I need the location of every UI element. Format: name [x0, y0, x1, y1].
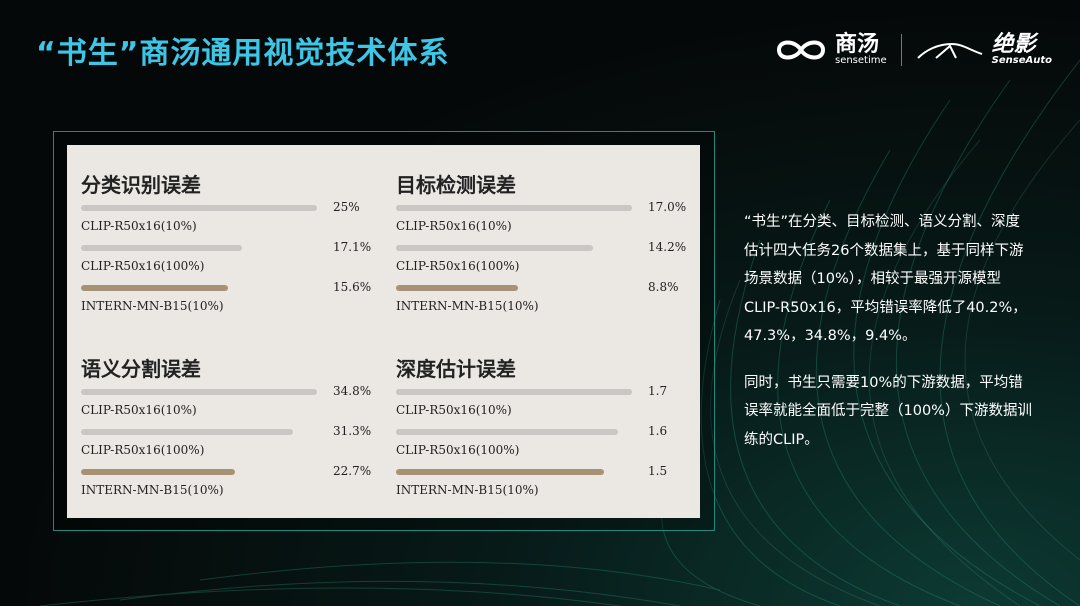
bar-category-label: INTERN-MN-B15(10%) — [81, 299, 224, 313]
bar-clip — [396, 205, 632, 211]
bar-category-label: CLIP-R50x16(10%) — [81, 403, 197, 417]
bar-value-label: 1.6 — [648, 424, 668, 438]
senseauto-logo-en: SenseAuto — [991, 55, 1052, 66]
bar-intern — [396, 285, 518, 291]
bar-value-label: 34.8% — [333, 384, 372, 398]
bar-value-label: 17.1% — [333, 240, 372, 254]
chart-title: 目标检测误差 — [396, 173, 516, 197]
sensetime-logo: 商汤 sensetime — [773, 34, 887, 66]
description-para-1: “书生”在分类、目标检测、语义分割、深度估计四大任务26个数据集上，基于同样下游… — [744, 214, 1027, 344]
bar-value-label: 14.2% — [648, 240, 687, 254]
bar-intern — [396, 469, 604, 475]
bar-clip — [81, 205, 317, 211]
bar-value-label: 25% — [333, 200, 360, 214]
description-para-2: 同时，书生只需要10%的下游数据，平均错误率就能全面低于完整（100%）下游数据… — [744, 374, 1032, 448]
bar-category-label: CLIP-R50x16(100%) — [396, 443, 520, 457]
logo-divider — [900, 34, 902, 66]
bar-category-label: CLIP-R50x16(10%) — [396, 403, 512, 417]
bar-clip — [396, 389, 632, 395]
bar-clip — [396, 429, 618, 435]
bar-value-label: 1.7 — [648, 384, 668, 398]
bar-clip — [81, 245, 242, 251]
bar-category-label: CLIP-R50x16(10%) — [396, 219, 512, 233]
bar-intern — [81, 469, 235, 475]
bar-value-label: 1.5 — [648, 464, 668, 478]
bar-category-label: CLIP-R50x16(100%) — [396, 259, 520, 273]
chart-title: 深度估计误差 — [396, 357, 516, 381]
bar-intern — [81, 285, 228, 291]
chart-panel: 分类识别误差 25% CLIP-R50x16(10%) 17.1% CLIP-R50x1… — [67, 145, 700, 518]
bar-clip — [396, 245, 593, 251]
bar-clip — [81, 429, 293, 435]
sensetime-logo-en: sensetime — [834, 55, 887, 66]
description: “书生”在分类、目标检测、语义分割、深度估计四大任务26个数据集上，基于同样下游… — [744, 208, 1034, 472]
bar-value-label: 31.3% — [333, 424, 372, 438]
bar-category-label: CLIP-R50x16(10%) — [81, 219, 197, 233]
chart-title: 语义分割误差 — [81, 357, 201, 381]
bar-value-label: 15.6% — [333, 280, 372, 294]
bar-category-label: INTERN-MN-B15(10%) — [81, 483, 224, 497]
sensetime-logo-cn: 商汤 — [834, 32, 879, 57]
bar-value-label: 17.0% — [648, 200, 687, 214]
bar-category-label: CLIP-R50x16(100%) — [81, 259, 205, 273]
brand-logos: 商汤 sensetime 绝影 SenseAuto — [773, 34, 1052, 66]
bar-value-label: 22.7% — [333, 464, 372, 478]
senseauto-logo: 绝影 SenseAuto — [916, 34, 1052, 66]
chart-title: 分类识别误差 — [81, 173, 201, 197]
bar-category-label: INTERN-MN-B15(10%) — [396, 299, 539, 313]
bar-category-label: INTERN-MN-B15(10%) — [396, 483, 539, 497]
bar-category-label: CLIP-R50x16(100%) — [81, 443, 205, 457]
senseauto-logo-cn: 绝影 — [991, 32, 1036, 57]
car-silhouette-icon — [916, 42, 982, 59]
bar-value-label: 8.8% — [648, 280, 679, 294]
bar-clip — [81, 389, 317, 395]
page-title: “书生”商汤通用视觉技术体系 — [36, 36, 450, 71]
infinity-icon — [776, 40, 825, 60]
